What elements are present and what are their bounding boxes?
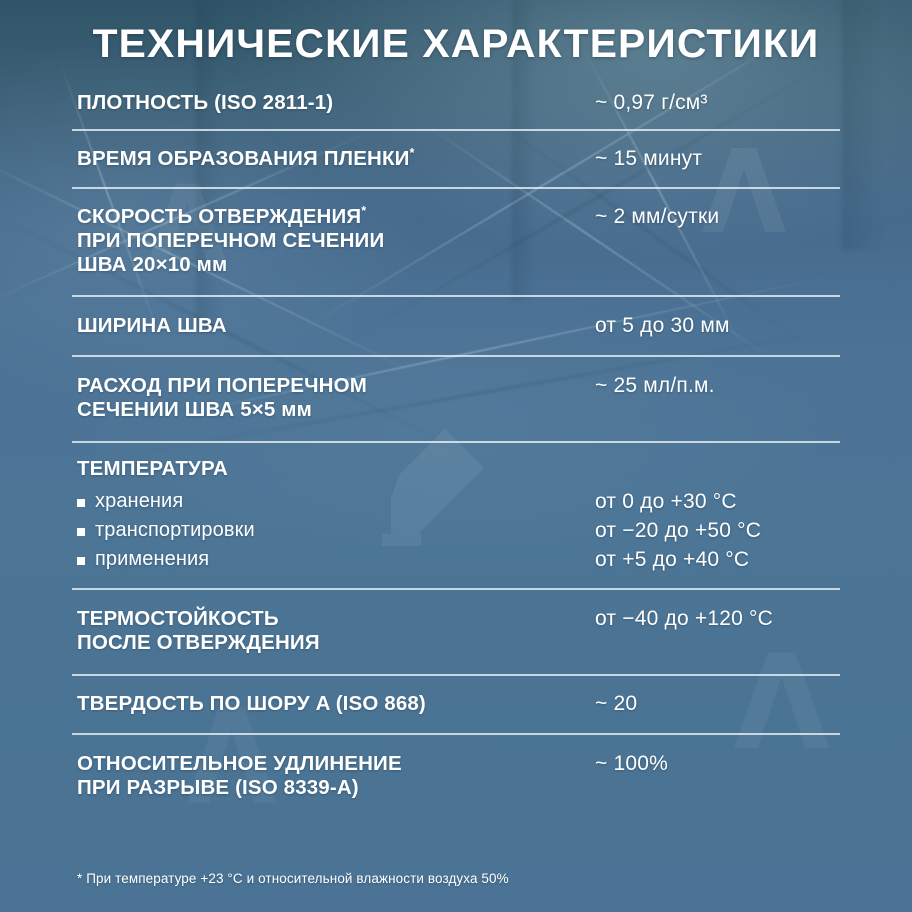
spec-label: ШИРИНА ШВА bbox=[77, 314, 227, 337]
page-title: ТЕХНИЧЕСКИЕ ХАРАКТЕРИСТИКИ bbox=[92, 22, 820, 66]
spec-label: СКОРОСТЬ ОТВЕРЖДЕНИЯ* ПРИ ПОПЕРЕЧНОМ СЕЧ… bbox=[72, 203, 595, 277]
spec-row-joint-width: ШИРИНА ШВА от 5 до 30 мм bbox=[72, 297, 840, 357]
square-bullet-icon bbox=[77, 557, 85, 565]
spec-value: ~ 2 мм/сутки bbox=[595, 205, 720, 228]
spec-label: РАСХОД ПРИ ПОПЕРЕЧНОМ СЕЧЕНИИ ШВА 5×5 мм bbox=[72, 374, 595, 422]
list-item: применения bbox=[77, 545, 595, 574]
spec-label-text: ТЕМПЕРАТУРА bbox=[77, 457, 228, 480]
spec-label-line-1: ТЕРМОСТОЙКОСТЬ bbox=[77, 607, 279, 630]
square-bullet-icon bbox=[77, 528, 85, 536]
spec-label-line-2: ПРИ РАЗРЫВЕ (ISO 8339-A) bbox=[77, 776, 359, 799]
subitem-value: от +5 до +40 °C bbox=[595, 548, 750, 571]
spec-label-line-3: ШВА 20×10 мм bbox=[77, 253, 228, 276]
spec-row-consumption: РАСХОД ПРИ ПОПЕРЕЧНОМ СЕЧЕНИИ ШВА 5×5 мм… bbox=[72, 357, 840, 443]
square-bullet-icon bbox=[77, 499, 85, 507]
spec-label: ПЛОТНОСТЬ (ISO 2811-1) bbox=[77, 91, 334, 114]
subitem-label: транспортировки bbox=[95, 519, 255, 541]
spec-row-shore-hardness: ТВЕРДОСТЬ ПО ШОРУ A (ISO 868) ~ 20 bbox=[72, 676, 840, 735]
spec-label: ОТНОСИТЕЛЬНОЕ УДЛИНЕНИЕ ПРИ РАЗРЫВЕ (ISO… bbox=[72, 752, 595, 800]
spec-label: ТВЕРДОСТЬ ПО ШОРУ A (ISO 868) bbox=[77, 692, 426, 715]
spec-label-line-2: ПРИ ПОПЕРЕЧНОМ СЕЧЕНИИ bbox=[77, 229, 385, 252]
footnote-marker: * bbox=[361, 203, 367, 219]
spec-row-heat-resistance: ТЕРМОСТОЙКОСТЬ ПОСЛЕ ОТВЕРЖДЕНИЯ от −40 … bbox=[72, 590, 840, 676]
background-panel-shade-right bbox=[842, 0, 882, 250]
spec-value: ~ 100% bbox=[595, 752, 669, 775]
spec-value: ~ 0,97 г/см³ bbox=[595, 91, 708, 114]
spec-label-line-2: СЕЧЕНИИ ШВА 5×5 мм bbox=[77, 398, 312, 421]
subitem-label: хранения bbox=[95, 490, 184, 512]
subitem-value: от −20 до +50 °C bbox=[595, 519, 762, 542]
list-item: хранения bbox=[77, 487, 595, 516]
spec-row-cure-rate: СКОРОСТЬ ОТВЕРЖДЕНИЯ* ПРИ ПОПЕРЕЧНОМ СЕЧ… bbox=[72, 189, 840, 297]
subitem-label: применения bbox=[95, 548, 210, 570]
footnote-marker: * bbox=[409, 145, 415, 161]
spec-row-density: ПЛОТНОСТЬ (ISO 2811-1) ~ 0,97 г/см³ bbox=[72, 80, 840, 131]
spec-label-line-2: ПОСЛЕ ОТВЕРЖДЕНИЯ bbox=[77, 631, 320, 654]
subitem-value: от 0 до +30 °C bbox=[595, 490, 737, 513]
background-panel-shade-left bbox=[196, 0, 222, 330]
spec-label-text: ВРЕМЯ ОБРАЗОВАНИЯ ПЛЕНКИ bbox=[77, 147, 410, 170]
spec-label: ТЕМПЕРАТУРА хранения транспортировки при… bbox=[72, 457, 595, 574]
spec-label-line-1: РАСХОД ПРИ ПОПЕРЕЧНОМ bbox=[77, 374, 367, 397]
spec-row-skin-time: ВРЕМЯ ОБРАЗОВАНИЯ ПЛЕНКИ* ~ 15 минут bbox=[72, 131, 840, 189]
background-panel-shade-mid bbox=[512, 0, 534, 300]
spec-row-temperature: ТЕМПЕРАТУРА хранения транспортировки при… bbox=[72, 443, 840, 590]
spec-value: от −40 до +120 °C bbox=[595, 607, 773, 630]
spec-value: ~ 25 мл/п.м. bbox=[595, 374, 715, 397]
spec-label-line-1: СКОРОСТЬ ОТВЕРЖДЕНИЯ* bbox=[77, 203, 595, 229]
spec-value: ~ 20 bbox=[595, 692, 638, 715]
spec-value-group: от 0 до +30 °C от −20 до +50 °C от +5 до… bbox=[595, 457, 840, 574]
spec-label: ВРЕМЯ ОБРАЗОВАНИЯ ПЛЕНКИ* bbox=[72, 145, 595, 171]
footnote-text: * При температуре +23 °C и относительной… bbox=[77, 871, 509, 886]
temperature-subitem-list: хранения транспортировки применения bbox=[77, 487, 595, 574]
spec-value: от 5 до 30 мм bbox=[595, 314, 730, 337]
spec-value: ~ 15 минут bbox=[595, 147, 703, 170]
spec-label: ТЕРМОСТОЙКОСТЬ ПОСЛЕ ОТВЕРЖДЕНИЯ bbox=[72, 607, 595, 655]
spec-table: ПЛОТНОСТЬ (ISO 2811-1) ~ 0,97 г/см³ ВРЕМ… bbox=[72, 80, 840, 819]
spec-row-elongation: ОТНОСИТЕЛЬНОЕ УДЛИНЕНИЕ ПРИ РАЗРЫВЕ (ISO… bbox=[72, 735, 840, 819]
spec-label-text: СКОРОСТЬ ОТВЕРЖДЕНИЯ bbox=[77, 205, 362, 228]
spec-label-line-1: ОТНОСИТЕЛЬНОЕ УДЛИНЕНИЕ bbox=[77, 752, 402, 775]
list-item: транспортировки bbox=[77, 516, 595, 545]
